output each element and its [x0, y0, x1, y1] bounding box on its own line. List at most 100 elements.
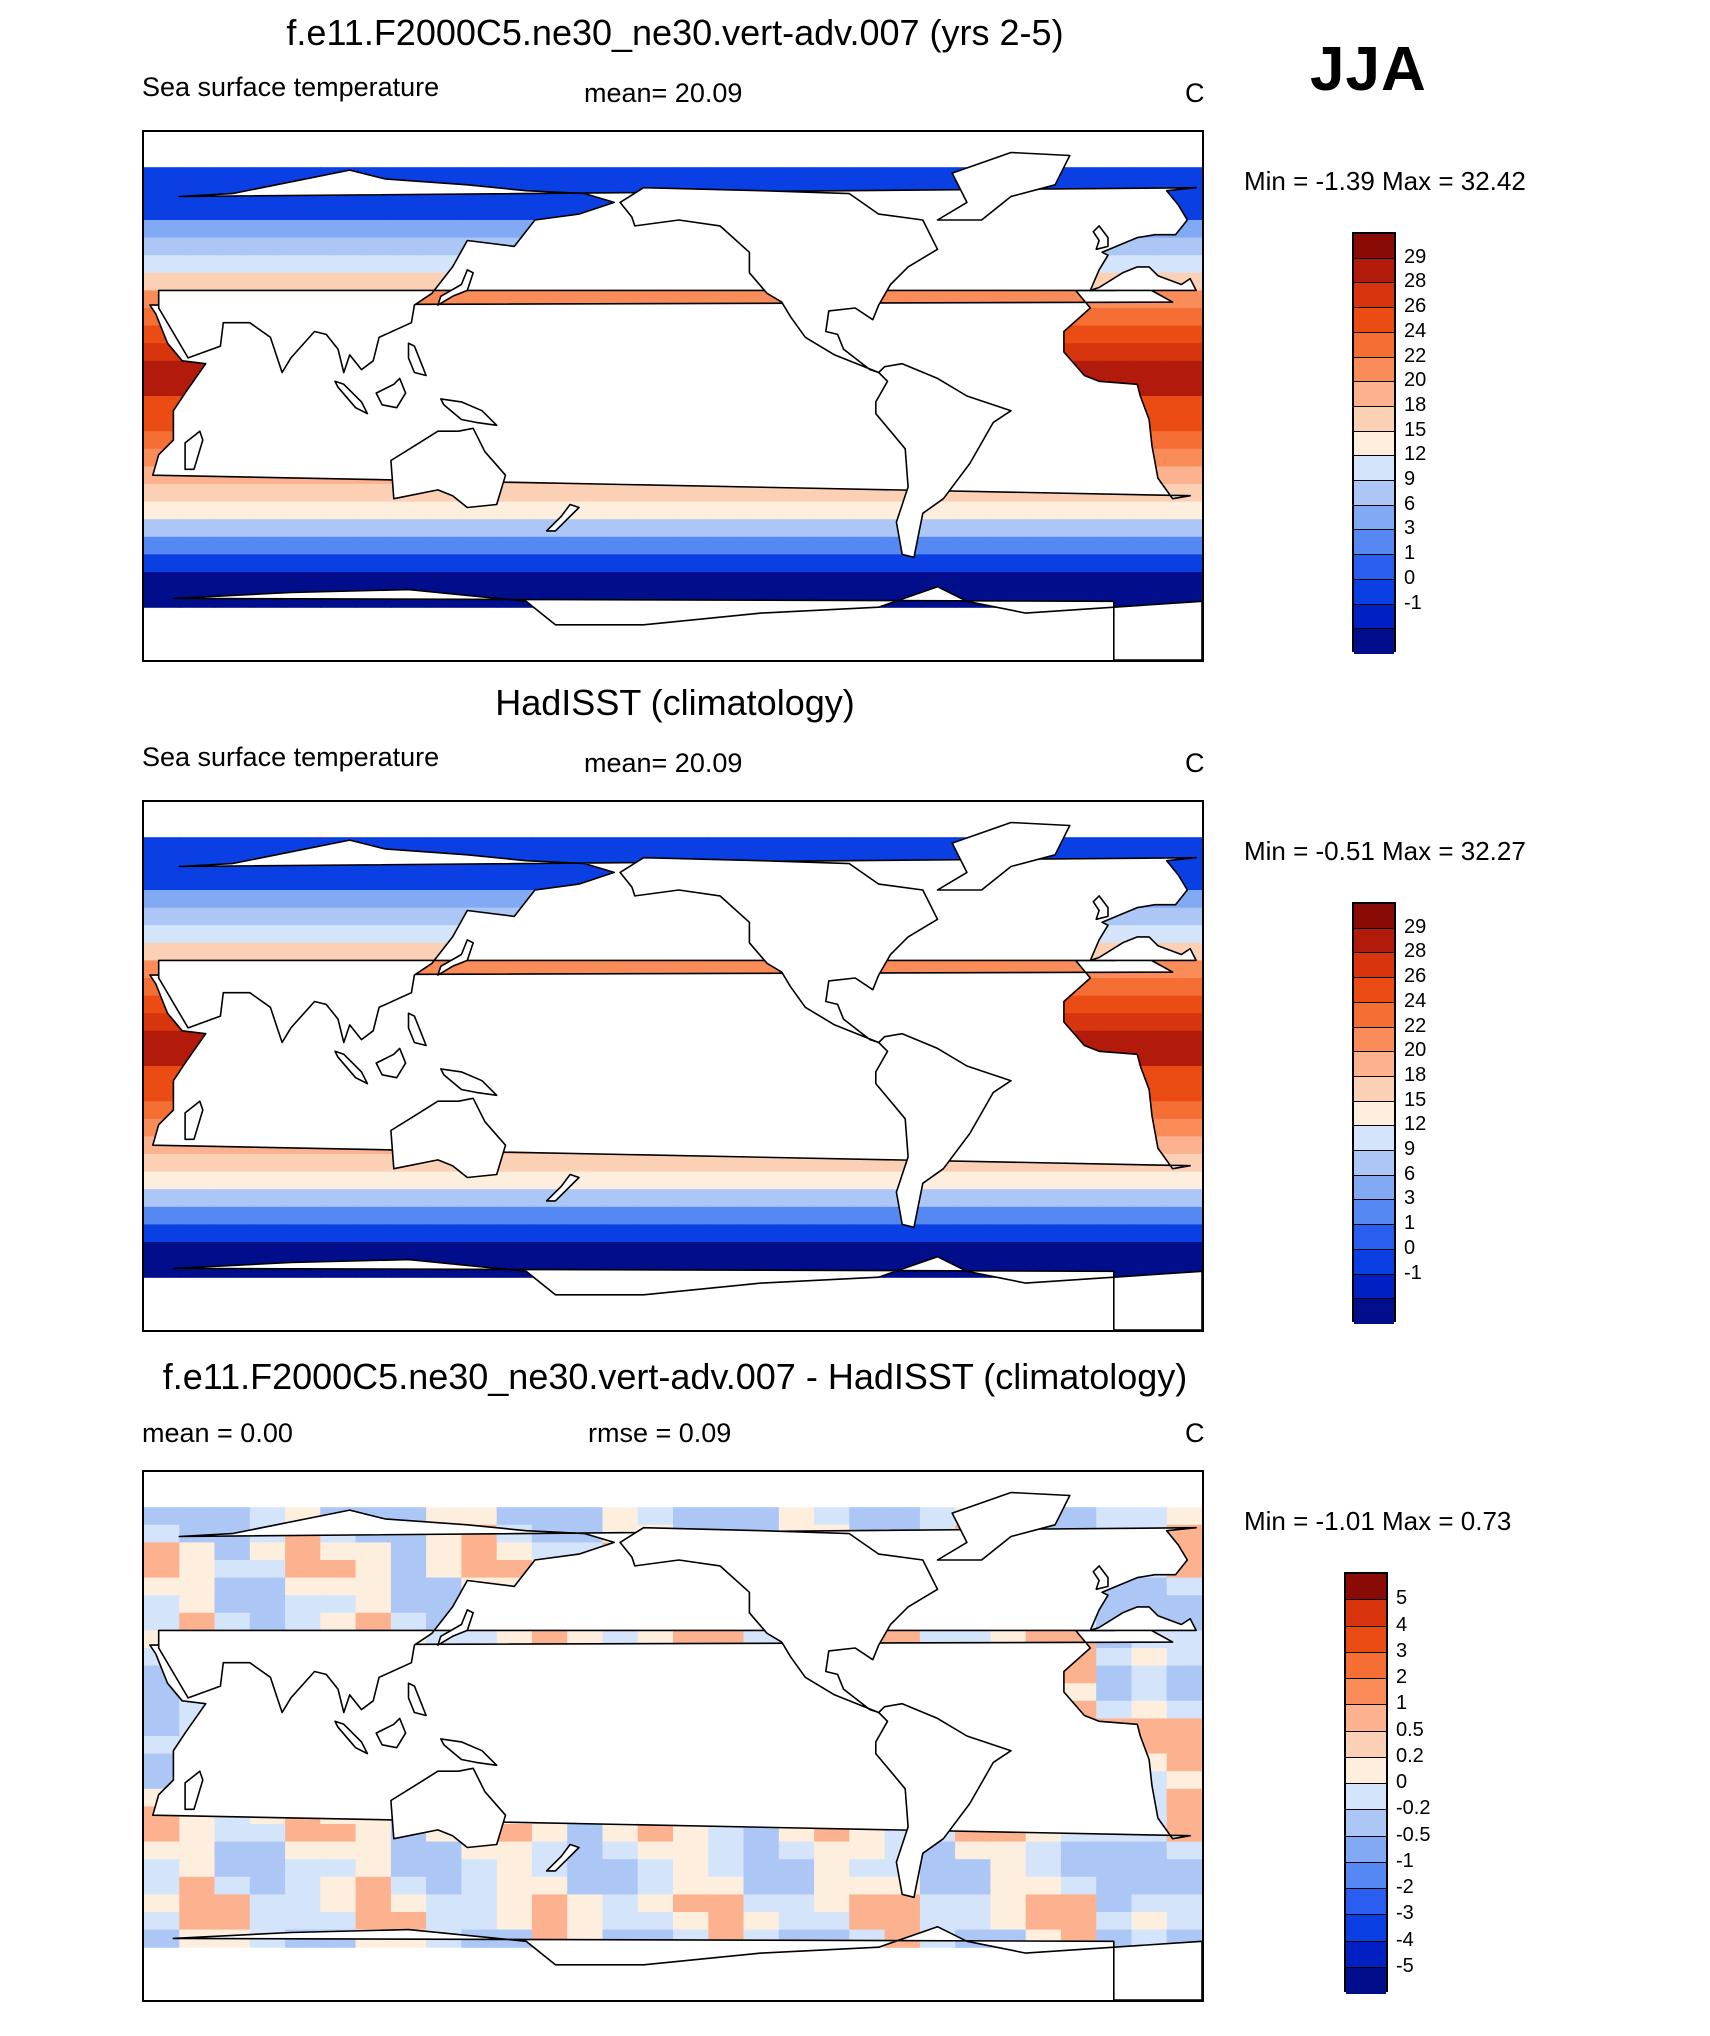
ocean-cell — [426, 1859, 462, 1878]
ocean-cell — [1096, 1648, 1133, 1667]
ocean-cell — [320, 1894, 357, 1913]
ocean-cell — [743, 1224, 780, 1243]
ocean-cell — [1025, 1841, 1062, 1860]
ocean-cell — [285, 1206, 321, 1225]
ocean-cell — [496, 1912, 533, 1931]
ocean-cell — [1166, 1665, 1202, 1684]
colorbar-bin — [1346, 1836, 1386, 1863]
ocean-cell — [320, 1560, 357, 1579]
ocean-cell — [285, 1876, 321, 1895]
ocean-cell — [1131, 837, 1168, 856]
ocean-cell — [673, 1154, 709, 1173]
ocean-cell — [1060, 519, 1097, 538]
continent-philippines — [407, 1682, 427, 1717]
ocean-cell — [285, 255, 321, 274]
ocean-cell — [461, 1912, 498, 1931]
ocean-cell — [179, 484, 216, 503]
ocean-cell — [602, 1876, 639, 1895]
ocean-cell — [179, 501, 216, 520]
colorbar-tick-label: 1 — [1404, 542, 1416, 565]
ocean-cell — [355, 484, 392, 503]
ocean-cell — [567, 519, 604, 538]
ocean-cell — [1131, 237, 1168, 256]
ocean-cell — [1166, 1066, 1202, 1085]
panel-1-variable-label: Sea surface temperature — [142, 72, 440, 102]
ocean-cell — [426, 501, 462, 520]
ocean-cell — [320, 255, 357, 274]
ocean-cell — [1025, 572, 1062, 591]
ocean-cell — [214, 536, 251, 555]
ocean-cell — [461, 1242, 498, 1261]
ocean-cell — [1131, 501, 1168, 520]
ocean-cell — [285, 501, 321, 520]
colorbar-bin — [1354, 579, 1394, 605]
continent-sumatra — [334, 380, 369, 415]
ocean-cell — [708, 1824, 745, 1843]
ocean-cell — [1131, 1171, 1168, 1190]
ocean-cell — [602, 1242, 639, 1261]
ocean-cell — [1096, 1912, 1133, 1931]
ocean-cell — [1166, 1683, 1202, 1702]
ocean-cell — [144, 1171, 180, 1190]
ocean-cell — [461, 1876, 498, 1895]
ocean-cell — [990, 1242, 1027, 1261]
ocean-cell — [1025, 1171, 1062, 1190]
continent-uk — [1092, 1565, 1109, 1591]
ocean-cell — [461, 1560, 498, 1579]
ocean-cell — [355, 1189, 392, 1208]
ocean-cell — [320, 1841, 357, 1860]
ocean-cell — [426, 1912, 462, 1931]
ocean-cell — [285, 1859, 321, 1878]
ocean-cell — [1025, 1189, 1062, 1208]
ocean-cell — [990, 1171, 1027, 1190]
ocean-cell — [179, 907, 216, 926]
ocean-cell — [919, 167, 956, 186]
ocean-cell — [743, 572, 780, 591]
ocean-cell — [1131, 1189, 1168, 1208]
ocean-cell — [708, 1206, 745, 1225]
ocean-cell — [602, 1206, 639, 1225]
colorbar-tick-label: 9 — [1404, 1138, 1416, 1161]
ocean-cell — [884, 1224, 921, 1243]
ocean-cell — [531, 1206, 568, 1225]
ocean-cell — [285, 202, 321, 221]
ocean-cell — [249, 1507, 286, 1526]
ocean-cell — [743, 1507, 780, 1526]
continent-eurasia — [157, 169, 1197, 374]
ocean-cell — [426, 872, 462, 891]
ocean-cell — [814, 837, 850, 856]
ocean-cell — [919, 1507, 956, 1526]
ocean-cell — [214, 1612, 251, 1631]
ocean-cell — [144, 167, 180, 186]
ocean-cell — [1166, 1894, 1202, 1913]
ocean-cell — [249, 272, 286, 291]
ocean-cell — [390, 1171, 427, 1190]
ocean-cell — [285, 1612, 321, 1631]
ocean-cell — [390, 202, 427, 221]
ocean-cell — [214, 1542, 251, 1561]
ocean-cell — [778, 519, 815, 538]
continent-samerica — [875, 362, 1012, 559]
ocean-cell — [179, 1595, 216, 1614]
ocean-cell — [919, 1894, 956, 1913]
ocean-cell — [426, 1876, 462, 1895]
ocean-cell — [1131, 1507, 1168, 1526]
ocean-cell — [214, 872, 251, 891]
ocean-cell — [602, 837, 639, 856]
colorbar-bin — [1354, 904, 1394, 929]
ocean-cell — [214, 572, 251, 591]
ocean-cell — [1096, 1507, 1133, 1526]
ocean-cell — [673, 536, 709, 555]
ocean-cell — [884, 1242, 921, 1261]
ocean-cell — [249, 942, 286, 961]
ocean-cell — [320, 1154, 357, 1173]
colorbar-bin — [1354, 406, 1394, 432]
ocean-cell — [1096, 360, 1133, 379]
continent-namerica — [619, 856, 939, 1044]
ocean-cell — [1060, 325, 1097, 344]
ocean-cell — [778, 837, 815, 856]
ocean-cell — [320, 1224, 357, 1243]
ocean-cell — [426, 519, 462, 538]
ocean-cell — [249, 202, 286, 221]
panel-1-title: f.e11.F2000C5.ne30_ne30.vert-adv.007 (yr… — [286, 12, 1064, 53]
